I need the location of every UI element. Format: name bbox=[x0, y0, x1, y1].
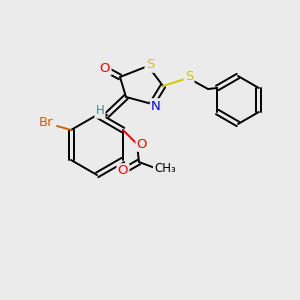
Text: H: H bbox=[96, 104, 104, 118]
Text: S: S bbox=[146, 58, 154, 71]
Text: O: O bbox=[118, 164, 128, 178]
Text: Br: Br bbox=[39, 116, 53, 130]
Text: N: N bbox=[151, 100, 161, 112]
Text: O: O bbox=[137, 137, 147, 151]
Text: CH₃: CH₃ bbox=[154, 161, 176, 175]
Text: S: S bbox=[185, 70, 193, 83]
Text: O: O bbox=[100, 61, 110, 74]
